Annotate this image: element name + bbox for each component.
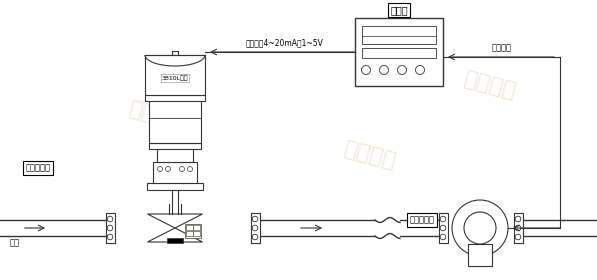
Circle shape [515, 234, 521, 240]
Circle shape [440, 234, 446, 240]
Bar [186, 231, 193, 236]
Polygon shape [147, 214, 202, 228]
Text: 3810L系列: 3810L系列 [162, 75, 188, 81]
Bar [106, 213, 115, 243]
Circle shape [362, 66, 371, 74]
Circle shape [464, 212, 496, 244]
Bar [193, 231, 200, 236]
Bar [193, 225, 200, 230]
Circle shape [158, 167, 162, 171]
Bar [153, 162, 197, 183]
Text: 电磁流量计: 电磁流量计 [410, 216, 435, 225]
Text: 输入信号4~20mA或1~5V: 输入信号4~20mA或1~5V [246, 38, 324, 47]
Bar [513, 213, 522, 243]
Bar [147, 183, 203, 190]
Text: 泵工阀门: 泵工阀门 [341, 138, 398, 172]
Text: 泵工阀门: 泵工阀门 [461, 68, 518, 102]
Text: 电动调节阀: 电动调节阀 [26, 164, 51, 172]
Circle shape [440, 216, 446, 222]
Circle shape [107, 216, 113, 222]
Bar [167, 238, 183, 243]
Text: 介质: 介质 [10, 239, 20, 248]
Circle shape [107, 234, 113, 240]
Circle shape [180, 167, 184, 171]
Polygon shape [147, 228, 202, 242]
Circle shape [252, 234, 258, 240]
Circle shape [252, 225, 258, 231]
Circle shape [416, 66, 424, 74]
Bar [157, 148, 193, 162]
Text: 反馈信号: 反馈信号 [491, 43, 512, 52]
Circle shape [440, 225, 446, 231]
Bar [439, 213, 448, 243]
Circle shape [252, 216, 258, 222]
Bar [186, 225, 193, 230]
Circle shape [398, 66, 407, 74]
Circle shape [187, 167, 192, 171]
Circle shape [515, 225, 521, 231]
Bar [362, 48, 436, 58]
Bar [149, 143, 201, 149]
Circle shape [515, 216, 521, 222]
Bar [355, 18, 443, 86]
Bar [468, 244, 492, 266]
Bar [145, 95, 205, 101]
Circle shape [165, 167, 171, 171]
Circle shape [107, 225, 113, 231]
Text: 泵工阀门: 泵工阀门 [127, 98, 183, 132]
Bar [251, 213, 260, 243]
Text: 调节仪: 调节仪 [390, 5, 408, 15]
Circle shape [452, 200, 508, 256]
Bar [362, 26, 436, 44]
Circle shape [380, 66, 389, 74]
Bar [185, 224, 201, 238]
Bar [149, 100, 201, 143]
Bar [145, 55, 205, 95]
